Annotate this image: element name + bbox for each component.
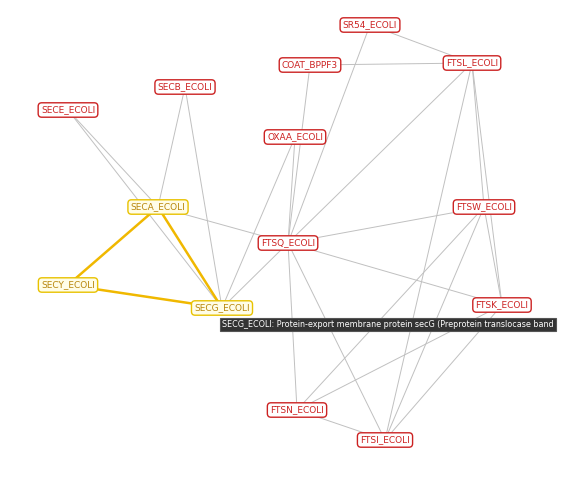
Text: SECA_ECOLI: SECA_ECOLI xyxy=(131,202,185,212)
Text: OXAA_ECOLI: OXAA_ECOLI xyxy=(267,132,323,142)
Text: COAT_BPPF3: COAT_BPPF3 xyxy=(282,60,338,70)
Text: FTSQ_ECOLI: FTSQ_ECOLI xyxy=(261,239,315,247)
Text: SECG_ECOLI: Protein-export membrane protein secG (Preprotein translocase band: SECG_ECOLI: Protein-export membrane prot… xyxy=(222,320,554,329)
Text: SECG_ECOLI: SECG_ECOLI xyxy=(194,303,250,313)
Text: FTSW_ECOLI: FTSW_ECOLI xyxy=(456,202,512,212)
Text: SECY_ECOLI: SECY_ECOLI xyxy=(41,281,95,289)
Text: SECE_ECOLI: SECE_ECOLI xyxy=(41,105,95,114)
Text: SR54_ECOLI: SR54_ECOLI xyxy=(343,20,397,29)
Text: FTSL_ECOLI: FTSL_ECOLI xyxy=(446,58,498,68)
Text: FTSI_ECOLI: FTSI_ECOLI xyxy=(360,436,410,444)
Text: SECB_ECOLI: SECB_ECOLI xyxy=(158,83,212,91)
Text: FTSN_ECOLI: FTSN_ECOLI xyxy=(270,406,324,414)
Text: FTSK_ECOLI: FTSK_ECOLI xyxy=(476,300,529,310)
